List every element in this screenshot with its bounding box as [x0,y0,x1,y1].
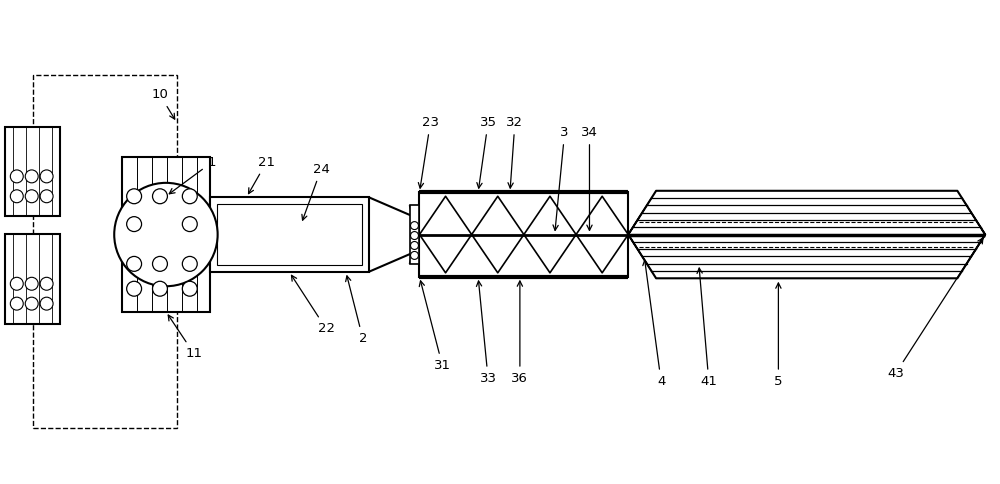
Circle shape [127,217,142,231]
Bar [5,234,60,323]
Text: 33: 33 [476,281,497,385]
Text: 2: 2 [346,276,367,345]
Circle shape [25,190,38,203]
Text: 10: 10 [152,89,175,119]
Circle shape [10,190,23,203]
Circle shape [25,170,38,183]
Circle shape [411,252,418,259]
Text: 22: 22 [291,275,335,335]
Circle shape [10,297,23,310]
Bar [217,204,362,265]
Bar [410,205,419,264]
Text: 1: 1 [169,156,216,194]
Bar [122,157,210,312]
Text: 35: 35 [477,116,497,188]
Text: 34: 34 [581,126,598,230]
Circle shape [10,170,23,183]
Bar [210,197,369,272]
Text: 43: 43 [887,238,983,380]
Text: 4: 4 [643,260,665,388]
Circle shape [411,231,418,240]
Text: 5: 5 [774,283,783,388]
Text: 32: 32 [506,116,523,188]
Text: 36: 36 [511,281,528,385]
Text: 11: 11 [168,315,202,360]
Circle shape [153,189,167,204]
Circle shape [40,277,53,290]
Circle shape [25,277,38,290]
Text: 31: 31 [419,281,451,372]
Circle shape [127,189,142,204]
Circle shape [153,281,167,296]
Circle shape [182,217,197,231]
Circle shape [127,257,142,272]
Circle shape [182,281,197,296]
Circle shape [40,297,53,310]
Circle shape [10,277,23,290]
Circle shape [182,257,197,272]
Bar [33,75,177,428]
Circle shape [182,189,197,204]
Circle shape [40,170,53,183]
Bar [419,192,628,277]
Text: 41: 41 [697,268,717,388]
Circle shape [127,281,142,296]
Text: 23: 23 [418,116,439,188]
Circle shape [114,183,218,286]
Text: 21: 21 [249,156,275,194]
Circle shape [25,297,38,310]
Circle shape [153,257,167,272]
Circle shape [411,242,418,249]
Bar [5,127,60,216]
Circle shape [40,190,53,203]
Text: 3: 3 [553,126,569,230]
Circle shape [411,222,418,229]
Text: 24: 24 [302,163,329,220]
